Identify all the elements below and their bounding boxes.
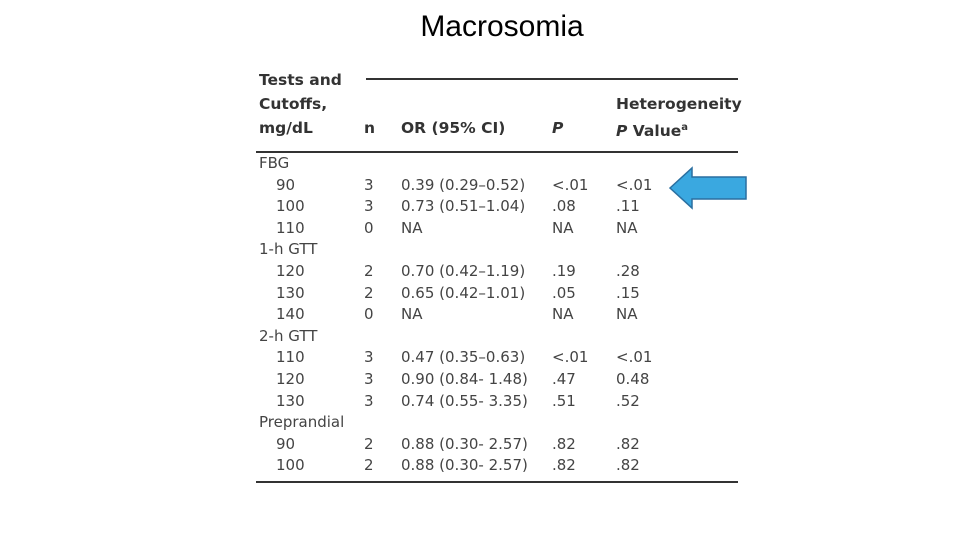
or-ci-cell: 0.65 (0.42–1.01) <box>401 283 526 302</box>
p-value-cell: .08 <box>552 197 576 216</box>
p-value-cell: .05 <box>552 283 576 302</box>
heterogeneity-p-cell: <.01 <box>616 348 653 367</box>
or-ci-cell: NA <box>401 305 423 324</box>
header-het-value: Value <box>632 122 682 140</box>
header-heterogeneity: Heterogeneity P Valuea <box>616 92 742 143</box>
header-or: OR (95% CI) <box>401 119 506 137</box>
p-value-cell: .47 <box>552 370 576 388</box>
results-table: Tests and Cutoffs, mg/dL n OR (95% CI) P… <box>256 68 742 486</box>
p-value-cell: .82 <box>552 456 576 475</box>
or-ci-cell: 0.70 (0.42–1.19) <box>401 262 526 280</box>
cutoff-cell: 130 <box>276 283 305 302</box>
header-n: n <box>364 119 376 137</box>
header-het-line2: P Valuea <box>616 116 742 143</box>
cutoff-cell: 120 <box>276 262 305 280</box>
header-het-footnote: a <box>681 122 688 133</box>
n-cell: 3 <box>364 175 374 194</box>
n-cell: 3 <box>364 348 374 367</box>
group-label: Preprandial <box>259 413 345 432</box>
top-rule <box>366 78 738 80</box>
heterogeneity-p-cell: .28 <box>616 262 640 280</box>
heterogeneity-p-cell: .82 <box>616 434 640 453</box>
header-tests: Tests and Cutoffs, mg/dL <box>259 68 342 140</box>
header-rule <box>256 151 738 153</box>
header-tests-line1: Tests and <box>259 71 342 89</box>
n-cell: 2 <box>364 262 374 280</box>
header-p-text: P <box>552 119 564 137</box>
header-p: P <box>552 116 563 140</box>
n-cell: 2 <box>364 456 374 475</box>
header-het-p: P <box>616 122 628 140</box>
heterogeneity-p-cell: .82 <box>616 456 640 475</box>
or-ci-cell: 0.74 (0.55- 3.35) <box>401 391 528 410</box>
p-value-cell: <.01 <box>552 175 589 194</box>
header-tests-line3: mg/dL <box>259 119 313 137</box>
bottom-rule <box>256 481 738 483</box>
cutoff-cell: 120 <box>276 370 305 388</box>
or-ci-cell: 0.88 (0.30- 2.57) <box>401 456 528 475</box>
cutoff-cell: 110 <box>276 348 305 367</box>
cutoff-cell: 90 <box>276 434 296 453</box>
or-ci-cell: 0.73 (0.51–1.04) <box>401 197 526 216</box>
p-value-cell: NA <box>552 305 574 324</box>
n-cell: 3 <box>364 197 374 216</box>
group-label: 2-h GTT <box>259 326 318 345</box>
or-ci-cell: 0.88 (0.30- 2.57) <box>401 434 528 453</box>
or-ci-cell: 0.39 (0.29–0.52) <box>401 175 526 194</box>
heterogeneity-p-cell: .11 <box>616 197 640 216</box>
p-value-cell: .19 <box>552 262 576 280</box>
header-het-line1: Heterogeneity <box>616 95 742 113</box>
slide-title: Macrosomia <box>420 10 584 43</box>
heterogeneity-p-cell: .15 <box>616 283 640 302</box>
n-cell: 2 <box>364 283 374 302</box>
cutoff-cell: 130 <box>276 391 305 410</box>
cutoff-cell: 110 <box>276 218 305 237</box>
cutoff-cell: 100 <box>276 197 305 216</box>
n-cell: 0 <box>364 218 374 237</box>
or-ci-cell: 0.47 (0.35–0.63) <box>401 348 526 367</box>
p-value-cell: NA <box>552 218 574 237</box>
cutoff-cell: 90 <box>276 175 296 194</box>
n-cell: 2 <box>364 434 374 453</box>
heterogeneity-p-cell: .52 <box>616 391 640 410</box>
cutoff-cell: 100 <box>276 456 305 475</box>
p-value-cell: <.01 <box>552 348 589 367</box>
heterogeneity-p-cell: NA <box>616 218 638 237</box>
heterogeneity-p-cell: 0.48 <box>616 370 650 388</box>
heterogeneity-p-cell: <.01 <box>616 175 653 194</box>
heterogeneity-p-cell: NA <box>616 305 638 324</box>
group-label: FBG <box>259 154 290 172</box>
p-value-cell: .51 <box>552 391 576 410</box>
arrow-left-icon <box>668 166 747 210</box>
n-cell: 0 <box>364 305 374 324</box>
group-label: 1-h GTT <box>259 240 318 259</box>
p-value-cell: .82 <box>552 434 576 453</box>
header-tests-line2: Cutoffs, <box>259 95 328 113</box>
n-cell: 3 <box>364 391 374 410</box>
or-ci-cell: NA <box>401 218 423 237</box>
or-ci-cell: 0.90 (0.84- 1.48) <box>401 370 528 388</box>
n-cell: 3 <box>364 370 374 388</box>
cutoff-cell: 140 <box>276 305 305 324</box>
